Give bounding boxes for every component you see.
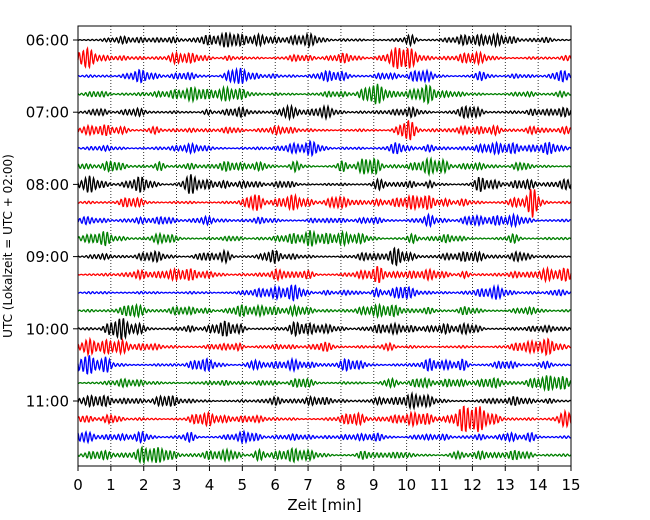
trace-0945	[77, 302, 572, 320]
trace-1115	[77, 405, 572, 433]
trace-1000	[77, 318, 572, 341]
x-tick-label: 7	[303, 476, 313, 494]
trace-0630	[77, 66, 572, 85]
y-tick-label: 11:00	[26, 393, 69, 411]
x-tick-label: 8	[336, 476, 346, 494]
x-tick-label: 15	[561, 476, 580, 494]
x-tick-label: 10	[397, 476, 416, 494]
x-tick-label: 5	[238, 476, 248, 494]
x-tick-label: 11	[430, 476, 449, 494]
trace-0830	[77, 212, 572, 229]
trace-0645	[77, 83, 572, 106]
x-tick-label: 13	[496, 476, 515, 494]
seismogram-traces	[77, 31, 572, 465]
trace-0845	[77, 229, 572, 248]
y-axis-ticks: 06:00 07:00 08:00 09:00 10:00 11:00	[26, 32, 78, 411]
trace-1045	[77, 375, 572, 392]
trace-0615	[77, 46, 572, 70]
x-tick-label: 3	[172, 476, 182, 494]
trace-0730	[77, 139, 572, 158]
y-tick-label: 09:00	[26, 248, 69, 266]
y-tick-label: 10:00	[26, 320, 69, 338]
trace-1130	[77, 429, 572, 445]
x-tick-label: 6	[270, 476, 280, 494]
trace-0600	[77, 31, 572, 49]
x-tick-label: 14	[529, 476, 548, 494]
trace-0715	[77, 119, 572, 141]
trace-1030	[77, 354, 572, 375]
x-axis-ticks: 0 1 2 3 4 5 6 7 8 9 10 11 12 13 14 15	[73, 466, 581, 494]
x-tick-label: 2	[139, 476, 149, 494]
y-tick-label: 06:00	[26, 32, 69, 50]
trace-1145	[77, 445, 572, 465]
plot-frame	[77, 25, 572, 467]
trace-0800	[77, 174, 572, 194]
trace-1100	[77, 390, 572, 411]
trace-0700	[77, 103, 572, 122]
minute-gridlines	[110, 26, 539, 466]
y-tick-label: 08:00	[26, 176, 69, 194]
trace-0745	[77, 156, 572, 177]
x-axis-label: Zeit [min]	[287, 496, 361, 514]
trace-0930	[77, 283, 572, 302]
x-tick-label: 9	[369, 476, 379, 494]
trace-0915	[77, 265, 572, 284]
trace-1015	[77, 336, 572, 357]
y-tick-label: 07:00	[26, 104, 69, 122]
trace-0900	[77, 246, 572, 267]
trace-0815	[77, 188, 572, 218]
x-tick-label: 4	[205, 476, 215, 494]
x-tick-label: 12	[463, 476, 482, 494]
x-tick-label: 0	[73, 476, 83, 494]
y-axis-label: UTC (Lokalzeit = UTC + 02:00)	[1, 154, 15, 338]
x-tick-label: 1	[106, 476, 116, 494]
